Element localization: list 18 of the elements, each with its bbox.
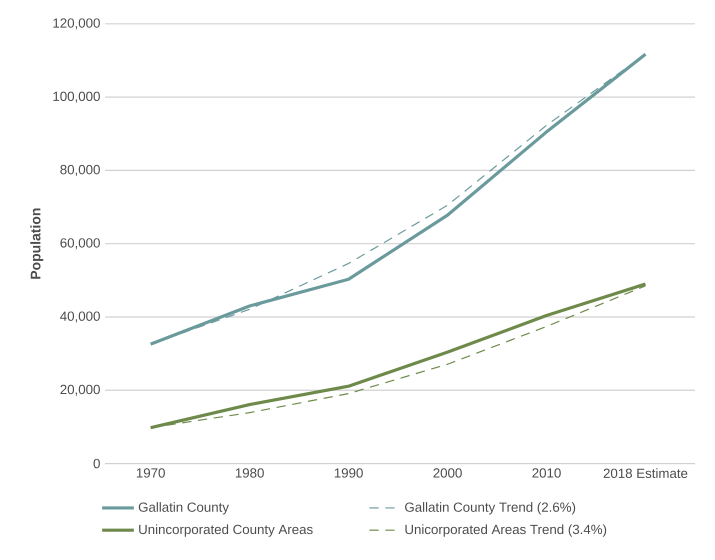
y-tick-label: 0 bbox=[94, 459, 100, 468]
y-tick-label: 40,000 bbox=[60, 312, 100, 323]
legend-label: Unincorporated County Areas bbox=[139, 524, 313, 537]
legend-label: Gallatin County Trend (2.6%) bbox=[405, 502, 576, 515]
y-tick-label: 80,000 bbox=[60, 165, 100, 176]
x-tick-label: 1970 bbox=[136, 468, 165, 478]
y-tick-label: 20,000 bbox=[60, 384, 100, 396]
x-tick-label: 2018 Estimate bbox=[604, 468, 688, 478]
x-tick-label: 2010 bbox=[532, 468, 561, 478]
x-tick-label: 1980 bbox=[236, 468, 264, 478]
y-tick-label: 120,000 bbox=[53, 18, 100, 30]
legend-label: Unicorporated Areas Trend (3.4%) bbox=[405, 524, 606, 537]
y-tick-label: 60,000 bbox=[60, 238, 100, 250]
x-tick-label: 1990 bbox=[334, 468, 363, 478]
legend-label: Gallatin County bbox=[138, 502, 229, 515]
y-tick-label: 100,000 bbox=[53, 92, 100, 103]
x-tick-label: 2000 bbox=[433, 468, 462, 478]
y-axis-title: Population bbox=[30, 208, 44, 279]
